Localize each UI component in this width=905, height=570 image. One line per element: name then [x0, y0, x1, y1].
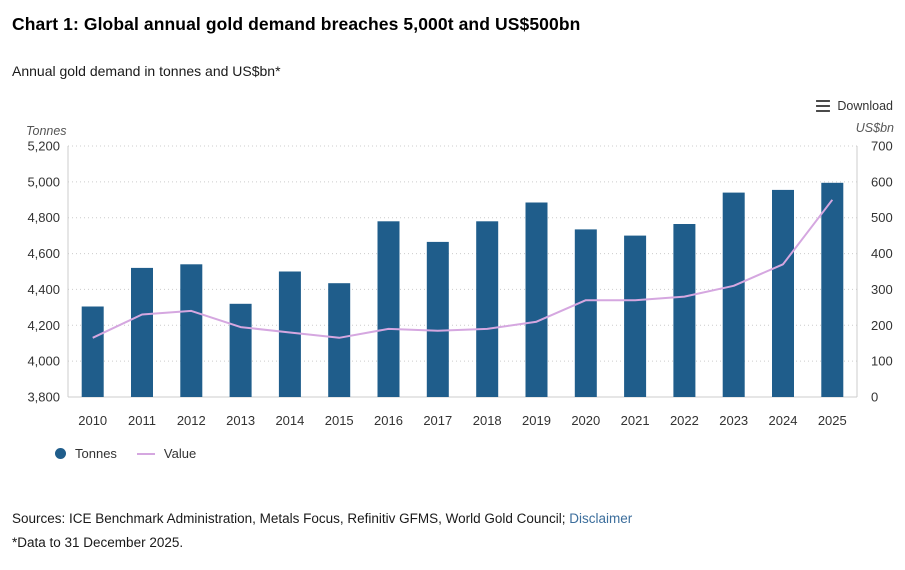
left-axis-tick: 3,800 — [27, 390, 60, 405]
bar-2023[interactable] — [722, 192, 745, 397]
left-axis-tick: 4,200 — [27, 318, 60, 333]
download-label: Download — [837, 99, 893, 113]
right-axis-tick: 100 — [871, 354, 893, 369]
right-axis-tick: 500 — [871, 210, 893, 225]
tonnes-marker-icon — [55, 448, 66, 459]
right-axis-tick: 200 — [871, 318, 893, 333]
chart-title: Chart 1: Global annual gold demand breac… — [12, 14, 581, 34]
bar-2025[interactable] — [821, 182, 844, 397]
x-axis-label: 2022 — [670, 413, 699, 428]
right-axis-tick: 400 — [871, 246, 893, 261]
x-axis-label: 2012 — [177, 413, 206, 428]
left-axis-tick: 5,200 — [27, 139, 60, 154]
right-axis-tick: 0 — [871, 390, 878, 405]
bar-2016[interactable] — [377, 221, 400, 397]
bar-2024[interactable] — [772, 189, 794, 397]
x-axis-label: 2014 — [275, 413, 304, 428]
left-axis-tick: 4,800 — [27, 210, 60, 225]
x-axis-label: 2023 — [719, 413, 748, 428]
left-axis-tick: 4,600 — [27, 246, 60, 261]
left-axis-title: Tonnes — [26, 124, 67, 138]
right-axis-tick: 700 — [871, 139, 893, 154]
chart-subtitle: Annual gold demand in tonnes and US$bn* — [12, 63, 281, 79]
legend-value-label: Value — [163, 446, 197, 461]
bar-2021[interactable] — [624, 235, 647, 397]
right-axis-tick: 600 — [871, 174, 893, 189]
x-axis-label: 2011 — [128, 413, 156, 428]
x-axis-label: 2017 — [423, 413, 452, 428]
data-note: *Data to 31 December 2025. — [12, 535, 184, 550]
sources-line: Sources: ICE Benchmark Administration, M… — [12, 507, 632, 531]
right-axis-tick: 300 — [871, 282, 893, 297]
bar-2011[interactable] — [131, 267, 153, 397]
x-axis-label: 2010 — [78, 413, 107, 428]
download-menu-icon — [816, 99, 831, 113]
x-axis-label: 2018 — [473, 413, 502, 428]
x-axis-label: 2019 — [522, 413, 551, 428]
x-axis-label: 2025 — [818, 413, 847, 428]
bar-2014[interactable] — [278, 271, 301, 398]
disclaimer-link[interactable]: Disclaimer — [569, 511, 633, 526]
value-marker-icon — [136, 452, 155, 455]
gold-demand-chart: 3,800 4,000 4,200 4,400 4,600 4,800 5,000 5,200… — [27, 139, 893, 429]
bar-2010[interactable] — [81, 306, 104, 398]
bar-2015[interactable] — [328, 283, 351, 397]
x-axis-label: 2013 — [226, 413, 255, 428]
bar-2022[interactable] — [673, 224, 696, 397]
legend-item-value[interactable]: Value — [136, 446, 197, 461]
left-axis-tick: 5,000 — [27, 174, 60, 189]
x-axis-label: 2020 — [571, 413, 600, 428]
bar-2012[interactable] — [180, 264, 203, 397]
x-axis-label: 2015 — [325, 413, 354, 428]
legend-tonnes-label: Tonnes — [75, 446, 117, 461]
chart-legend: Tonnes Value — [55, 446, 196, 461]
left-axis-tick: 4,000 — [27, 354, 60, 369]
x-axis-label: 2021 — [621, 413, 650, 428]
value-line[interactable] — [92, 199, 834, 339]
download-button[interactable]: Download — [816, 99, 893, 113]
bar-2020[interactable] — [574, 229, 597, 397]
bar-2019[interactable] — [525, 202, 548, 398]
right-axis-title: US$bn — [855, 121, 894, 135]
footer: Sources: ICE Benchmark Administration, M… — [12, 507, 632, 555]
sources-text: Sources: ICE Benchmark Administration, M… — [12, 511, 570, 526]
left-axis-tick: 4,400 — [27, 282, 60, 297]
bar-2013[interactable] — [229, 303, 252, 397]
bar-2018[interactable] — [476, 221, 499, 397]
x-axis-label: 2016 — [374, 413, 403, 428]
legend-item-tonnes[interactable]: Tonnes — [55, 446, 117, 461]
bar-2017[interactable] — [426, 241, 449, 397]
x-axis-label: 2024 — [769, 413, 798, 428]
